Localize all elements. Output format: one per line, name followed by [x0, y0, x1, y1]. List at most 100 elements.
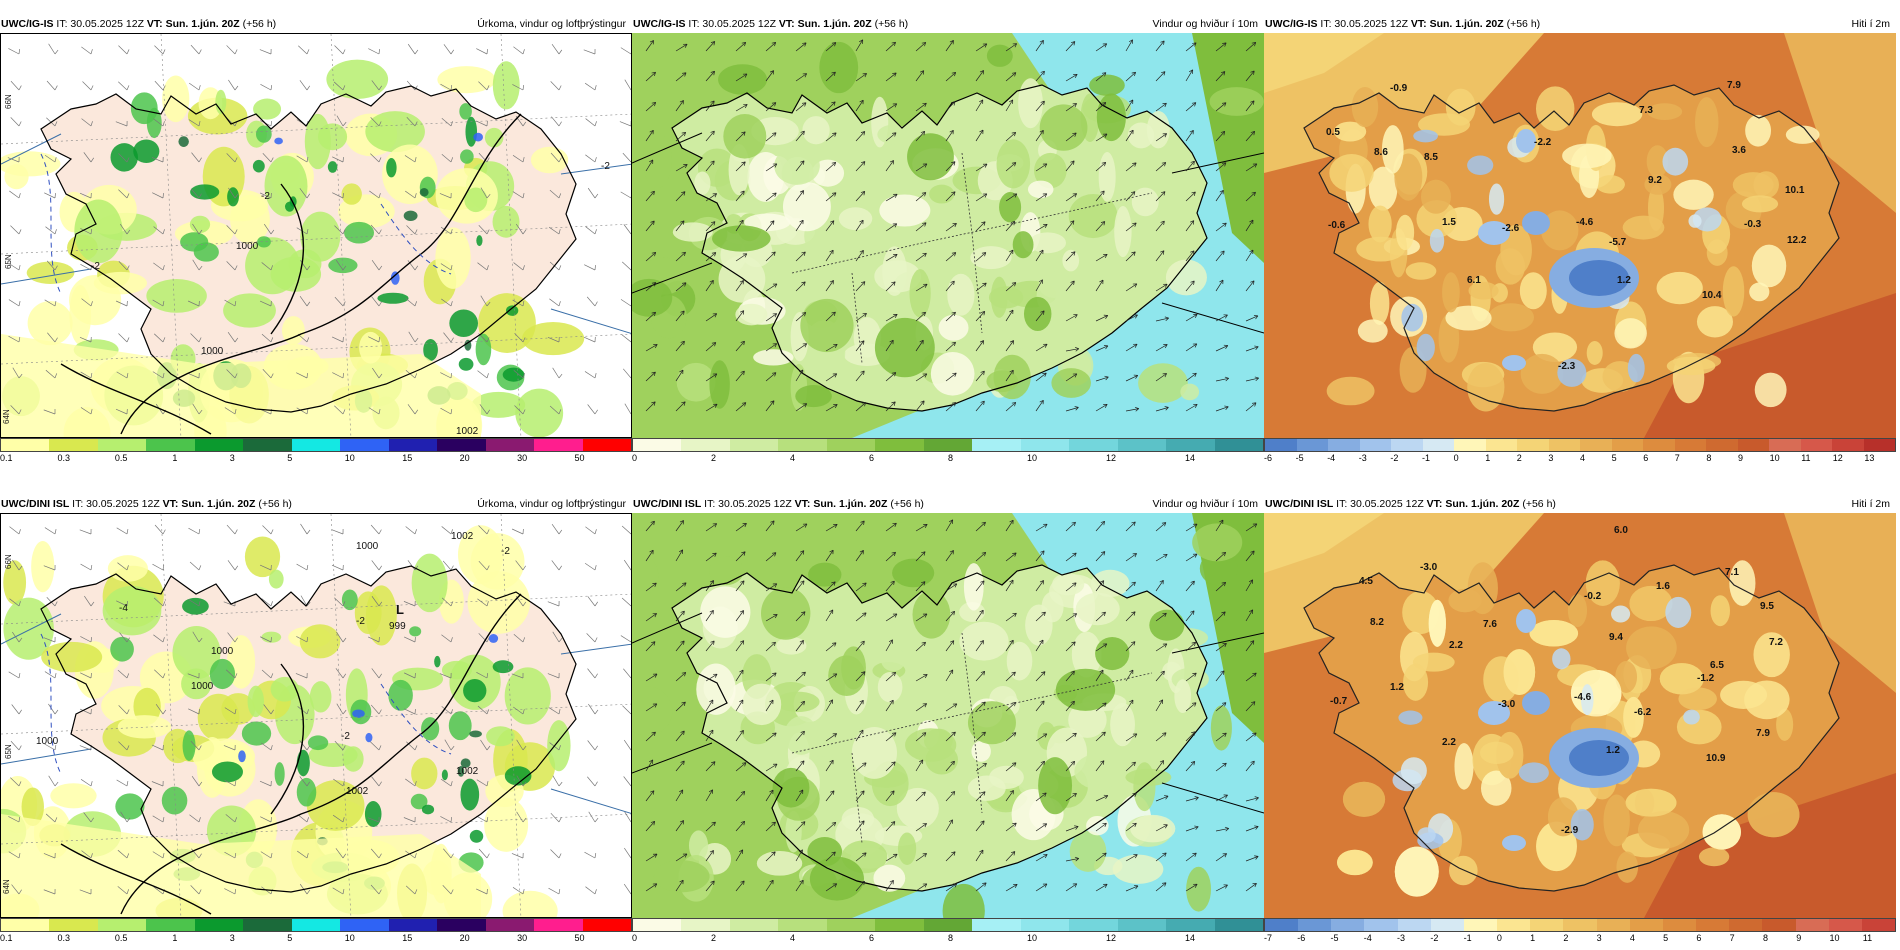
temp-legend-tick: 6	[1643, 453, 1649, 463]
temperature-value: 8.2	[1370, 617, 1384, 628]
temperature-value: 6.0	[1614, 525, 1628, 536]
precip-legend: 0.1 0.3 0.5 1 3 5 10 15 20 30 50	[0, 918, 632, 944]
precip-legend-tick: 3	[229, 933, 235, 943]
model-name: UWC/IG-IS	[1, 18, 54, 30]
panel-header: UWC/IG-IS IT: 30.05.2025 12Z VT: Sun. 1.…	[0, 15, 632, 33]
precip-legend-swatch	[1, 919, 50, 931]
wind-legend-swatch	[778, 439, 827, 451]
precip-legend-tick: 0.1	[0, 453, 13, 463]
temperature-value: 8.5	[1424, 152, 1438, 163]
wind-map	[632, 513, 1264, 918]
valid-time: VT: Sun. 1.jún. 20Z	[778, 18, 872, 30]
wind-legend-swatch	[1069, 919, 1118, 931]
wind-legend-tick: 10	[1027, 453, 1038, 463]
precip-legend-tick: 10	[344, 453, 355, 463]
temperature-value: 10.9	[1706, 753, 1726, 764]
temperature-value: 1.5	[1442, 217, 1456, 228]
temp-legend-swatch	[1769, 439, 1801, 451]
precip-legend-tick: 1	[172, 453, 178, 463]
latitude-label: 65N	[4, 254, 13, 269]
precip-legend-tick: 1	[172, 933, 178, 943]
precip-map: 1000 1000 1000 1000 1002 1002 1002 -2 -2 -4 -2 66N 6…	[0, 513, 632, 918]
precip-legend-tick: 0.5	[114, 933, 128, 943]
temp-legend-swatch	[1530, 919, 1564, 931]
init-time: IT: 30.05.2025 12Z	[53, 18, 147, 30]
wind-legend-tick: 10	[1027, 933, 1038, 943]
isobar-label: -2	[501, 546, 510, 557]
temp-legend-tick: 7	[1729, 933, 1735, 943]
temp-legend-tick: 9	[1796, 933, 1802, 943]
temp-legend-swatch	[1674, 439, 1706, 451]
temperature-value: 7.3	[1639, 105, 1653, 116]
temperature-value: -0.9	[1390, 83, 1408, 94]
temperature-value: -0.2	[1584, 591, 1602, 602]
wind-legend: 0 2 4 6 8 10 12 14	[632, 438, 1264, 464]
temperature-value: -4.6	[1574, 692, 1592, 703]
model-name: UWC/DINI ISL	[633, 498, 702, 510]
latitude-label: 65N	[4, 744, 13, 759]
temp-legend-tick: 5	[1663, 933, 1669, 943]
lead-time: (+56 h)	[1503, 18, 1541, 30]
precip-legend-tick: 10	[344, 933, 355, 943]
precip-legend-tick: 20	[459, 933, 470, 943]
wind-legend-swatch	[778, 919, 827, 931]
precip-legend-tick: 0.1	[0, 933, 13, 943]
temp-legend-tick: 8	[1706, 453, 1712, 463]
precip-legend-tick: 15	[402, 453, 413, 463]
temp-legend-swatch	[1265, 439, 1297, 451]
wind-legend-swatch	[923, 439, 973, 451]
temp-legend-swatch	[1563, 919, 1597, 931]
temperature-value: -2.3	[1558, 361, 1576, 372]
panel-title: Úrkoma, vindur og loftþrýstingur	[477, 498, 626, 510]
precip-legend-swatch	[437, 439, 486, 451]
isobar-label: 1000	[201, 346, 224, 357]
temp-legend-tick: 4	[1629, 933, 1635, 943]
wind-legend-tick: 6	[869, 453, 875, 463]
precip-legend-swatch	[582, 439, 632, 451]
wind-legend-swatch	[1020, 919, 1070, 931]
temp-legend-swatch	[1629, 919, 1663, 931]
temperature-value: 9.2	[1648, 175, 1662, 186]
precip-legend-tick: 0.5	[114, 453, 128, 463]
temp-legend: -7 -6 -5 -4 -3 -2 -1 0 1 2 3 4 5 6 7 8 9 10 11	[1264, 918, 1896, 944]
temperature-value: 1.2	[1617, 275, 1631, 286]
row1-temp-panel: UWC/IG-IS IT: 30.05.2025 12Z VT: Sun. 1.…	[1264, 15, 1896, 470]
precip-legend-swatch	[388, 919, 438, 931]
temp-legend-tick: -3	[1397, 933, 1406, 943]
wind-map	[632, 33, 1264, 438]
panel-title: Vindur og hviður í 10m	[1152, 18, 1258, 30]
precip-legend-swatch	[49, 919, 98, 931]
temp-legend-tick: 11	[1801, 453, 1811, 463]
wind-legend-swatch	[1069, 439, 1118, 451]
model-name: UWC/DINI ISL	[1, 498, 70, 510]
temp-legend-swatch	[1463, 919, 1498, 931]
wind-legend-tick: 8	[948, 453, 954, 463]
row1-wind-panel: UWC/IG-IS IT: 30.05.2025 12Z VT: Sun. 1.…	[632, 15, 1264, 470]
low-pressure-value: 999	[389, 621, 406, 632]
precip-legend-tick: 15	[402, 933, 413, 943]
precip-legend-tick: 30	[517, 453, 528, 463]
lead-time: (+56 h)	[239, 18, 277, 30]
wind-legend-swatch	[1020, 439, 1070, 451]
precip-legend-swatch	[534, 919, 583, 931]
temperature-value: 1.2	[1390, 682, 1404, 693]
temp-legend-tick: -5	[1295, 453, 1304, 463]
temperature-value: -0.3	[1744, 219, 1762, 230]
temperature-value: 7.6	[1483, 619, 1497, 630]
temp-legend-tick: 1	[1485, 453, 1491, 463]
wind-legend-tick: 12	[1106, 933, 1117, 943]
precip-legend-tick: 0.3	[57, 453, 70, 463]
temp-legend-tick: -2	[1430, 933, 1439, 943]
temp-legend-swatch	[1795, 919, 1829, 931]
isobar-label: 1000	[356, 541, 379, 552]
temperature-value: 7.9	[1727, 80, 1741, 91]
temperature-value: 2.2	[1449, 640, 1463, 651]
temp-legend-tick: -4	[1327, 453, 1336, 463]
wind-legend-swatch	[633, 439, 682, 451]
temp-legend-swatch	[1296, 439, 1328, 451]
wind-legend-swatch	[923, 919, 973, 931]
temp-legend-swatch	[1762, 919, 1796, 931]
temperature-value: 7.1	[1725, 567, 1739, 578]
temp-legend-swatch	[1828, 919, 1862, 931]
